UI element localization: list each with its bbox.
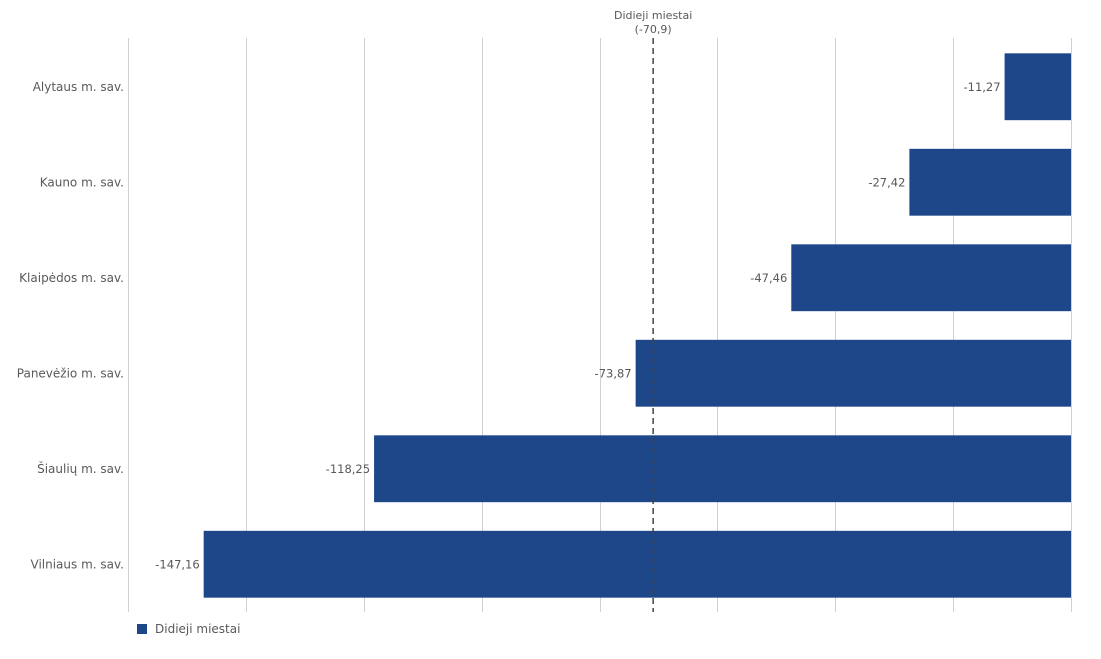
bar — [374, 435, 1071, 503]
category-label: Kauno m. sav. — [40, 175, 124, 189]
value-label: -73,87 — [595, 366, 632, 380]
gridlines — [128, 38, 1072, 612]
value-label: -118,25 — [326, 462, 370, 476]
category-label: Klaipėdos m. sav. — [19, 271, 124, 285]
category-labels: Alytaus m. sav. Kauno m. sav. Klaipėdos m.… — [17, 80, 124, 572]
bar — [635, 339, 1071, 407]
bar — [1004, 53, 1071, 121]
value-label: -27,42 — [868, 175, 905, 189]
legend[interactable]: Didieji miestai — [137, 622, 240, 636]
category-label: Panevėžio m. sav. — [17, 366, 124, 380]
bar — [909, 148, 1071, 216]
legend-swatch — [137, 624, 147, 634]
value-labels: -11,27 -27,42 -47,46 -73,87 -118,25 -147,16 — [155, 80, 1000, 572]
category-label: Vilniaus m. sav. — [31, 557, 125, 571]
reference-line-label: Didieji miestai — [614, 9, 692, 22]
value-label: -11,27 — [963, 80, 1000, 94]
bar — [791, 244, 1071, 312]
value-label: -147,16 — [155, 557, 199, 571]
category-label: Alytaus m. sav. — [33, 80, 124, 94]
legend-label: Didieji miestai — [155, 622, 240, 636]
category-label: Šiaulių m. sav. — [37, 461, 124, 476]
bars — [203, 53, 1071, 598]
reference-line: Didieji miestai (-70,9) — [614, 9, 692, 612]
value-label: -47,46 — [750, 271, 787, 285]
reference-line-value: (-70,9) — [635, 23, 672, 36]
bar — [203, 530, 1071, 598]
